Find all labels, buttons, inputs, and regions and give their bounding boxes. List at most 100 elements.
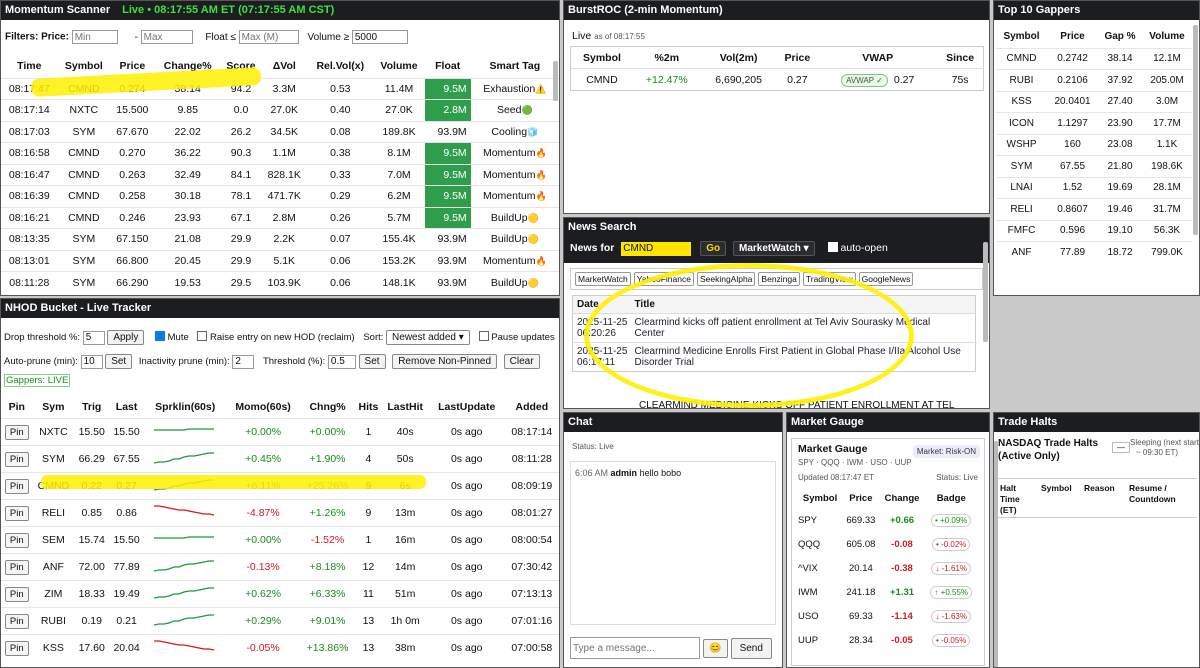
table-row[interactable]: Pin SEM 15.74 15.50 +0.00% -1.52% 1 16m 0s ago 08… — [1, 526, 559, 553]
apply-button[interactable]: Apply — [107, 330, 145, 345]
chat-message-input[interactable] — [570, 637, 700, 659]
scanner-col-header[interactable]: Change% — [163, 59, 212, 72]
scanner-col-header[interactable]: Symbol — [64, 59, 103, 72]
table-row[interactable]: 08:17:03 SYM 67.670 22.02 26.2 34.5K 0.08 189.8… — [1, 121, 559, 143]
news-headline[interactable]: Clearmind kicks off patient enrollment a… — [635, 314, 976, 343]
news-symbol-input[interactable] — [621, 241, 692, 256]
news-row[interactable]: 2025-11-25 06:17:11 Clearmind Medicine Enr… — [572, 342, 976, 372]
scanner-col-header[interactable]: Smart Tag — [489, 59, 541, 72]
table-row[interactable]: SYM 67.55 21.80 198.6K — [996, 155, 1192, 178]
pin-button[interactable]: Pin — [4, 613, 29, 629]
scanner-col-header[interactable]: Rel.Vol(x) — [316, 59, 365, 72]
table-row[interactable]: 08:16:21 CMND 0.246 23.93 67.1 2.8M 0.26 5.7M 9.… — [1, 207, 559, 229]
nhod-col-header[interactable]: Pin — [8, 400, 25, 413]
nhod-col-header[interactable]: Trig — [82, 400, 102, 413]
max-float-input[interactable] — [238, 30, 299, 44]
scanner-col-header[interactable]: ΔVol — [272, 59, 296, 72]
news-tab-seekingalpha[interactable]: SeekingAlpha — [696, 272, 756, 286]
nhod-col-header[interactable]: Momo(60s) — [235, 400, 291, 413]
scanner-col-header[interactable]: Score — [226, 59, 256, 72]
nhod-col-header[interactable]: Chng% — [309, 400, 346, 413]
scanner-col-header[interactable]: Time — [17, 59, 42, 72]
news-tab-tradingview[interactable]: TradingView — [802, 272, 856, 286]
table-row[interactable]: CMND +12.47% 6,690,205 0.27 AVWAP ✓ 0.27 75s — [570, 68, 984, 91]
set-prune-button[interactable]: Set — [105, 354, 133, 369]
news-tab-yahoofinance[interactable]: YahooFinance — [633, 272, 694, 286]
clear-button[interactable]: Clear — [503, 354, 540, 369]
gappers-scrollbar[interactable] — [1193, 25, 1198, 235]
pin-button[interactable]: Pin — [4, 478, 29, 494]
nhod-col-header[interactable]: Added — [515, 400, 549, 413]
news-tab-marketwatch[interactable]: MarketWatch — [575, 272, 631, 286]
sort-select[interactable]: Newest added ▾ — [386, 330, 471, 345]
scanner-col-header[interactable]: Volume — [380, 59, 418, 72]
table-row[interactable]: 08:16:39 CMND 0.258 30.18 78.1 471.7K 0.29 6.2M… — [1, 185, 559, 207]
table-row[interactable]: Pin SYM 66.29 67.55 +0.45% +1.90% 4 50s 0s ago 08… — [1, 445, 559, 472]
pin-button[interactable]: Pin — [4, 505, 29, 521]
table-row[interactable]: LNAI 1.52 19.69 28.1M — [996, 177, 1192, 199]
table-row[interactable]: QQQ 605.08 -0.08 • -0.02% — [798, 532, 978, 556]
news-tab-googlenews[interactable]: GoogleNews — [858, 272, 914, 286]
table-row[interactable]: SPY 669.33 +0.66 • +0.09% — [798, 508, 978, 532]
table-row[interactable]: Pin NXTC 15.50 15.50 +0.00% +0.00% 1 40s 0s ago 0… — [1, 418, 559, 445]
inactivity-input[interactable] — [232, 354, 255, 369]
news-scrollbar[interactable] — [983, 242, 988, 342]
table-row[interactable]: Pin RELI 0.85 0.86 -4.87% +1.26% 9 13m 0s ago 08:… — [1, 499, 559, 526]
table-row[interactable]: Pin ZIM 18.33 19.49 +0.62% +6.33% 11 51m 0s ago 0… — [1, 580, 559, 607]
pin-button[interactable]: Pin — [4, 559, 29, 575]
scanner-col-header[interactable]: Float — [435, 59, 461, 72]
scanner-scrollbar[interactable] — [553, 61, 558, 101]
table-row[interactable]: RUBI 0.2106 37.92 205.0M — [996, 69, 1192, 92]
max-price-input[interactable] — [140, 30, 193, 44]
table-row[interactable]: 08:16:58 CMND 0.270 36.22 90.3 1.1M 0.38 8.1M 9.… — [1, 142, 559, 164]
table-row[interactable]: 08:11:28 SYM 66.290 19.53 29.5 103.9K 0.06 148.… — [1, 271, 559, 294]
min-price-input[interactable] — [71, 30, 118, 44]
auto-prune-input[interactable] — [80, 354, 103, 369]
table-row[interactable]: RELI 0.8607 19.46 31.7M — [996, 198, 1192, 221]
table-row[interactable]: WSHP 160 23.08 1.1K — [996, 134, 1192, 156]
nhod-col-header[interactable]: LastHit — [387, 400, 423, 413]
pin-button[interactable]: Pin — [4, 424, 29, 440]
halts-scrollbar[interactable] — [994, 441, 998, 667]
pause-checkbox[interactable] — [478, 331, 489, 341]
table-row[interactable]: 08:17:47 CMND 0.274 38.14 94.2 3.3M 0.53 11.4M 9… — [1, 78, 559, 100]
send-button[interactable]: Send — [730, 637, 772, 659]
news-tab-benzinga[interactable]: Benzinga — [758, 272, 800, 286]
remove-non-pinned-button[interactable]: Remove Non-Pinned — [392, 354, 498, 369]
drop-threshold-input[interactable] — [82, 330, 105, 345]
news-source-select[interactable]: MarketWatch ▾ — [733, 241, 815, 256]
table-row[interactable]: 08:17:14 NXTC 15.500 9.85 0.0 27.0K 0.40 27.0K 2… — [1, 99, 559, 121]
table-row[interactable]: UUP 28.34 -0.05 • -0.05% — [798, 628, 978, 652]
pin-button[interactable]: Pin — [4, 532, 29, 548]
auto-open-checkbox[interactable] — [827, 242, 838, 252]
raise-checkbox[interactable] — [197, 331, 208, 341]
nhod-col-header[interactable]: Hits — [358, 400, 379, 413]
news-go-button[interactable]: Go — [700, 241, 727, 256]
mute-checkbox[interactable] — [154, 331, 165, 341]
table-row[interactable]: FMFC 0.596 19.10 56.3K — [996, 220, 1192, 242]
nhod-col-header[interactable]: Last — [115, 400, 138, 413]
table-row[interactable]: IWM 241.18 +1.31 ↑ +0.55% — [798, 580, 978, 604]
table-row[interactable]: ICON 1.1297 23.90 17.7M — [996, 112, 1192, 135]
table-row[interactable]: 08:16:47 CMND 0.263 32.49 84.1 828.1K 0.33 7.0M… — [1, 164, 559, 186]
min-volume-input[interactable] — [351, 30, 408, 44]
table-row[interactable]: 08:13:35 SYM 67.150 21.08 29.9 2.2K 0.07 155.4K… — [1, 228, 559, 251]
table-row[interactable]: Pin KSS 17.60 20.04 -0.05% +13.86% 13 38m 0s ago… — [1, 634, 559, 661]
news-row[interactable]: 2025-11-25 06:20:26 Clearmind kicks off pa… — [572, 313, 976, 343]
table-row[interactable]: 08:13:01 SYM 66.800 20.45 29.9 5.1K 0.06 153.2K… — [1, 250, 559, 272]
pin-button[interactable]: Pin — [4, 640, 29, 656]
table-row[interactable]: ANF 77.89 18.72 799.0K — [996, 241, 1192, 264]
table-row[interactable]: CMND 0.2742 38.14 12.1M — [996, 48, 1192, 70]
nhod-col-header[interactable]: Sprklin(60s) — [155, 400, 216, 413]
threshold-input[interactable] — [327, 354, 356, 369]
table-row[interactable]: ^VIX 20.14 -0.38 ↓ -1.61% — [798, 556, 978, 580]
pin-button[interactable]: Pin — [4, 451, 29, 467]
news-headline[interactable]: Clearmind Medicine Enrolls First Patient… — [635, 343, 976, 372]
pin-button[interactable]: Pin — [4, 586, 29, 602]
scanner-col-header[interactable]: Price — [119, 59, 146, 72]
table-row[interactable]: USO 69.33 -1.14 ↓ -1.63% — [798, 604, 978, 628]
table-row[interactable]: Pin ANF 72.00 77.89 -0.13% +8.18% 12 14m 0s ago 0… — [1, 553, 559, 580]
nhod-col-header[interactable]: LastUpdate — [438, 400, 496, 413]
nhod-col-header[interactable]: Sym — [42, 400, 65, 413]
set-threshold-button[interactable]: Set — [358, 354, 386, 369]
